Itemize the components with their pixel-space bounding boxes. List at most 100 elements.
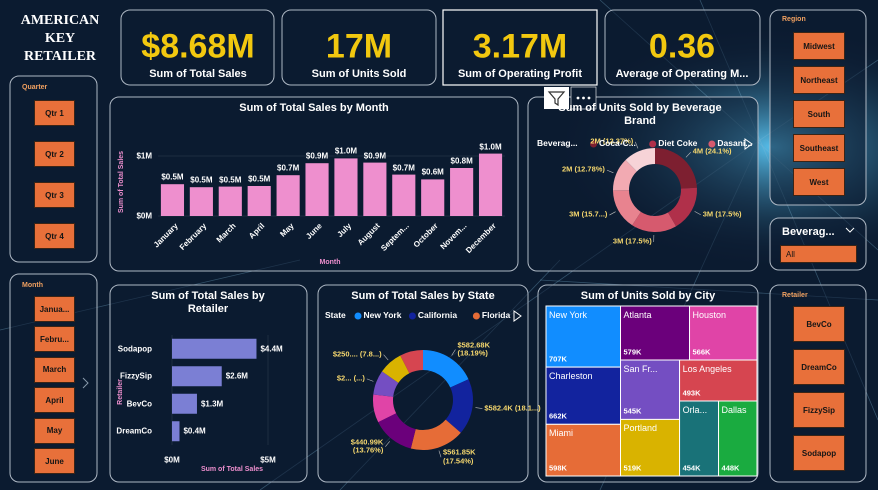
data-label: $561.85K (17.54%) (443, 447, 476, 466)
bar (478, 153, 503, 216)
slicer-button[interactable]: Northeast (793, 66, 845, 94)
data-label: $4.4M (260, 344, 283, 354)
x-tick-label: $0M (164, 455, 180, 465)
x-tick-label: January (151, 221, 180, 250)
data-label: $2.6M (225, 371, 248, 381)
data-label: $0.5M (248, 174, 271, 184)
leader-line (609, 211, 616, 216)
slicer-button[interactable]: April (34, 387, 75, 414)
slicer-title: Quarter (22, 84, 48, 91)
dropdown[interactable]: All (780, 245, 857, 263)
data-label: $0.8M (450, 156, 473, 166)
x-tick-label: July (335, 221, 354, 240)
slicer-button[interactable]: Midwest (793, 32, 845, 60)
treemap-tile (619, 359, 681, 420)
slicer-button[interactable]: Qtr 2 (34, 141, 75, 167)
data-label: $0.4M (183, 426, 206, 436)
y-tick-label: $0M (136, 211, 152, 221)
tile-label: Charleston (549, 370, 593, 381)
x-tick-label: March (214, 221, 238, 245)
legend-next[interactable] (744, 138, 753, 150)
dropdown-chevron[interactable] (845, 227, 855, 233)
donut-slice (378, 413, 416, 449)
slicer-button[interactable]: Febru... (34, 326, 75, 353)
legend-marker (472, 312, 480, 320)
bar (305, 163, 329, 216)
legend-marker (354, 312, 362, 320)
slicer-button[interactable]: Janua... (34, 296, 75, 322)
donut-slice (410, 419, 461, 450)
bar (392, 174, 416, 216)
kpi-label: Sum of Units Sold (311, 68, 407, 80)
slicer-button[interactable]: Sodapop (793, 435, 845, 471)
data-label: 3M (17.5%) (702, 209, 742, 219)
data-label: $2... (...) (336, 373, 365, 383)
donut-slice (445, 379, 473, 433)
data-label: 2M (12.37%) (590, 136, 634, 146)
data-label: $0.9M (363, 151, 386, 160)
tile-label: Portland (623, 423, 658, 434)
chart-title: Sum of Units Sold by City (580, 290, 716, 302)
tile-label: Miami (549, 428, 573, 439)
legend-title: Beverag... (537, 138, 578, 149)
brand-chart-panel (527, 96, 759, 272)
slicer-button[interactable]: Qtr 1 (34, 100, 75, 126)
legend-title: State (325, 310, 346, 321)
x-tick-label: June (304, 221, 325, 241)
tile-value: 662K (549, 412, 567, 421)
data-label: $1.0M (479, 142, 502, 151)
donut-slice (632, 211, 677, 232)
data-label: $250.... (7.8...) (332, 349, 382, 359)
x-tick-label: May (277, 221, 296, 239)
slicer-button[interactable]: FizzySip (793, 392, 845, 428)
tile-value: 454K (682, 463, 701, 473)
bar (334, 158, 358, 216)
tile-label: San Fr... (623, 363, 658, 374)
tile-label: Los Angeles (682, 363, 732, 374)
data-label: $582.4K (18.1...) (484, 403, 541, 413)
slicer-button[interactable]: South (793, 100, 845, 128)
slicer-button[interactable]: March (34, 356, 75, 383)
slicer-button[interactable]: West (793, 168, 845, 196)
treemap-tile (545, 423, 621, 477)
slicer-button[interactable]: DreamCo (793, 349, 845, 385)
kpi-value: 0.36 (648, 27, 716, 66)
slicer-button[interactable]: May (34, 417, 75, 444)
legend-label: New York (363, 310, 402, 321)
slicer-title: Month (22, 282, 43, 289)
tile-label: Houston (692, 309, 727, 320)
slicer-button[interactable]: Qtr 3 (34, 182, 75, 208)
legend-label: California (417, 310, 458, 321)
y-tick-label: DreamCo (116, 426, 152, 436)
scroll-arrow[interactable] (82, 377, 89, 389)
data-label: $582.68K (18.19%) (457, 339, 490, 358)
data-label: $0.6M (421, 167, 444, 177)
slicer-button[interactable]: BevCo (793, 306, 845, 342)
kpi-label: Average of Operating M... (615, 68, 749, 80)
x-tick-label: Septem... (379, 221, 411, 253)
tile-value: 707K (549, 354, 567, 364)
data-label: $1.0M (334, 146, 358, 156)
slicer-button[interactable]: June (34, 448, 75, 474)
slicer-button[interactable]: Qtr 4 (34, 223, 75, 249)
donut-slice (668, 187, 697, 227)
legend-next[interactable] (513, 310, 522, 322)
data-label: $1.3M (200, 399, 224, 409)
dashboard-title: AMERICAN KEY RETAILER (20, 13, 100, 65)
donut-slice (625, 148, 655, 172)
treemap-tile (545, 305, 621, 368)
bar (172, 338, 257, 359)
data-label: 3M (17.5%) (612, 236, 652, 246)
bar (276, 175, 300, 216)
slicer-button[interactable]: Southeast (793, 134, 845, 162)
donut-slice (382, 355, 410, 383)
legend-label: Coca-C... (599, 138, 636, 149)
tile-label: Orla... (682, 404, 708, 415)
bar (247, 186, 271, 216)
tile-value: 598K (549, 463, 567, 473)
kpi-label: Sum of Operating Profit (457, 68, 583, 80)
kpi-card (604, 9, 761, 86)
bar (218, 186, 242, 216)
data-label: $0.9M (305, 151, 329, 161)
